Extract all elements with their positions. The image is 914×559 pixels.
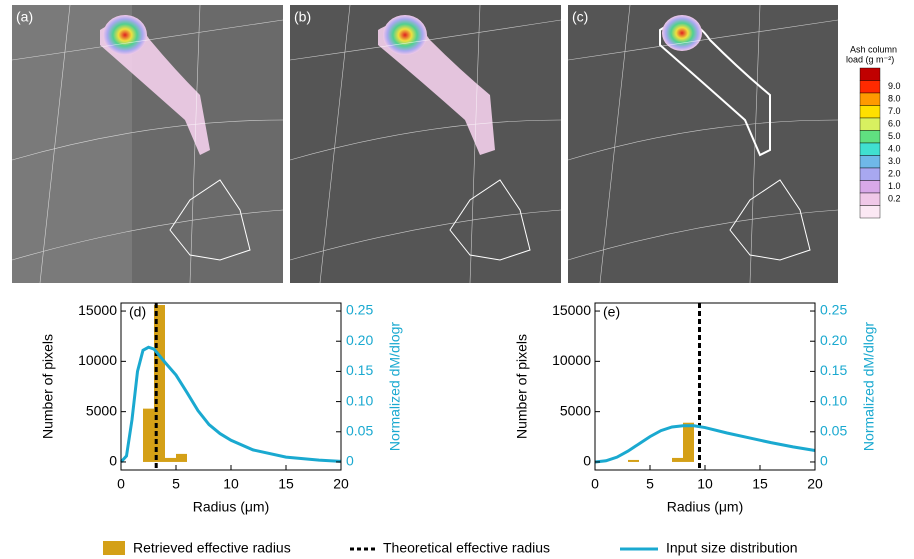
size-distribution-line bbox=[594, 424, 816, 464]
colorbar-swatch bbox=[859, 67, 881, 81]
y2-tick-label: 0 bbox=[346, 453, 354, 469]
colorbar-swatch bbox=[859, 130, 881, 144]
colorbar-swatch bbox=[859, 167, 881, 181]
y2-tick-label: 0.25 bbox=[346, 302, 373, 318]
y2-tick-label: 0.10 bbox=[346, 392, 373, 408]
map-a bbox=[11, 4, 284, 284]
y2-tick-label: 0.05 bbox=[346, 422, 373, 438]
colorbar: 9.0 8.0 7.0 6.0 5.0 4.0 3.0 2.0 1.0 0.2 bbox=[859, 67, 901, 219]
y-tick-label: 5000 bbox=[560, 402, 591, 418]
map-b bbox=[289, 4, 562, 284]
colorbar-label: 9.0 bbox=[888, 81, 901, 91]
y2-axis-label: Normalized dM/dlogr bbox=[387, 322, 403, 451]
colorbar-label: 8.0 bbox=[888, 94, 901, 104]
bar bbox=[143, 408, 154, 462]
y2-tick-label: 0.15 bbox=[346, 362, 373, 378]
y2-tick-label: 0 bbox=[820, 453, 828, 469]
y2-axis-label: Normalized dM/dlogr bbox=[861, 322, 877, 451]
colorbar-label: 5.0 bbox=[888, 131, 901, 141]
panel-label: (a) bbox=[16, 9, 33, 25]
x-tick-label: 20 bbox=[807, 476, 823, 492]
y2-tick-label: 0.25 bbox=[820, 302, 847, 318]
x-tick-label: 10 bbox=[697, 476, 713, 492]
bar bbox=[176, 453, 187, 462]
panel-label: (d) bbox=[129, 304, 146, 320]
chart: 0 5 10 15 20 0 5000 10000 15000 0 0.05 0.10 0.15 0.20… bbox=[40, 302, 403, 515]
colorbar-label: 4.0 bbox=[888, 144, 901, 154]
colorbar-label: 2.0 bbox=[888, 169, 901, 179]
bar bbox=[683, 422, 694, 462]
bar bbox=[154, 305, 165, 462]
y-tick-label: 0 bbox=[109, 453, 117, 469]
panel-label: (b) bbox=[294, 9, 311, 25]
x-tick-label: 5 bbox=[172, 476, 180, 492]
bar bbox=[628, 459, 639, 462]
map-c bbox=[567, 4, 839, 284]
panel-label: (c) bbox=[572, 9, 588, 25]
colorbar-swatch bbox=[859, 92, 881, 106]
x-tick-label: 0 bbox=[117, 476, 125, 492]
x-axis-label: Radius (μm) bbox=[667, 499, 744, 515]
y-tick-label: 0 bbox=[583, 453, 591, 469]
x-tick-label: 10 bbox=[223, 476, 239, 492]
colorbar-title: load (g m⁻²) bbox=[846, 54, 894, 64]
x-axis-label: Radius (μm) bbox=[193, 499, 270, 515]
x-tick-label: 0 bbox=[591, 476, 599, 492]
y-axis-label: Number of pixels bbox=[514, 334, 530, 439]
legend: Retrieved effective radius Theoretical ef… bbox=[103, 540, 798, 556]
colorbar-label: 6.0 bbox=[888, 119, 901, 129]
y2-tick-label: 0.20 bbox=[820, 332, 847, 348]
y2-tick-label: 0.05 bbox=[820, 422, 847, 438]
y-tick-label: 15000 bbox=[78, 302, 117, 318]
colorbar-swatch bbox=[859, 142, 881, 156]
colorbar-swatch bbox=[859, 205, 881, 219]
y-axis-label: Number of pixels bbox=[40, 334, 56, 439]
x-tick-label: 20 bbox=[333, 476, 349, 492]
colorbar-label: 3.0 bbox=[888, 156, 901, 166]
bar bbox=[672, 457, 683, 462]
colorbar-swatch bbox=[859, 180, 881, 194]
y2-tick-label: 0.20 bbox=[346, 332, 373, 348]
y-tick-label: 15000 bbox=[552, 302, 591, 318]
colorbar-swatch bbox=[859, 117, 881, 131]
legend-label: Retrieved effective radius bbox=[133, 540, 291, 556]
legend-label: Theoretical effective radius bbox=[383, 540, 550, 556]
colorbar-swatch bbox=[859, 192, 881, 206]
x-tick-label: 15 bbox=[752, 476, 768, 492]
y2-tick-label: 0.15 bbox=[820, 362, 847, 378]
colorbar-swatch bbox=[859, 105, 881, 119]
x-tick-label: 15 bbox=[278, 476, 294, 492]
legend-label: Input size distribution bbox=[666, 540, 798, 556]
colorbar-label: 1.0 bbox=[888, 181, 901, 191]
y-tick-label: 5000 bbox=[86, 402, 117, 418]
colorbar-label: 0.2 bbox=[888, 194, 901, 204]
colorbar-label: 7.0 bbox=[888, 106, 901, 116]
legend-swatch bbox=[103, 541, 125, 555]
colorbar-swatch bbox=[859, 155, 881, 169]
y-tick-label: 10000 bbox=[552, 352, 591, 368]
y-tick-label: 10000 bbox=[78, 352, 117, 368]
chart: 0 5 10 15 20 0 5000 10000 15000 0 0.05 0.10 0.15 0.20… bbox=[514, 302, 877, 515]
bar bbox=[165, 457, 176, 462]
y2-tick-label: 0.10 bbox=[820, 392, 847, 408]
colorbar-title: Ash column bbox=[850, 44, 897, 54]
colorbar-swatch bbox=[859, 80, 881, 94]
x-tick-label: 5 bbox=[646, 476, 654, 492]
panel-label: (e) bbox=[603, 304, 620, 320]
size-distribution-line bbox=[119, 345, 342, 463]
